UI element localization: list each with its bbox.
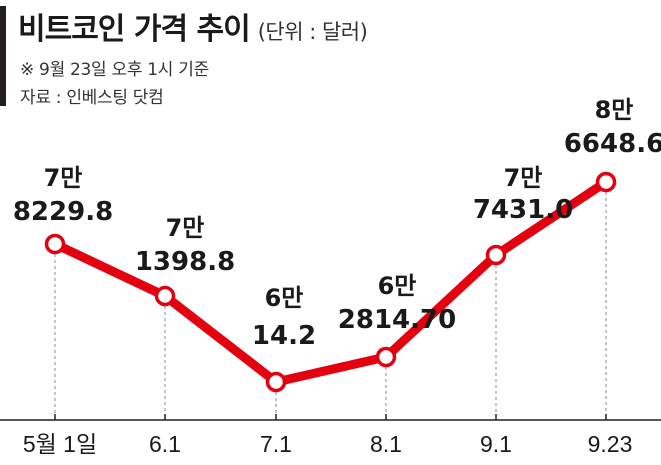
data-point-4: [375, 346, 397, 368]
data-label-unit-3: 6만: [265, 284, 304, 312]
chart-title: 비트코인 가격 추이: [18, 12, 251, 47]
data-label-unit-4: 6만: [378, 272, 417, 300]
time-note: ※ 9월 23일 오후 1시 기준: [20, 60, 209, 80]
data-label-unit-2: 7만: [166, 214, 205, 242]
source-label: 자료 : 인베스팅 닷컴: [20, 88, 164, 108]
x-tick-label-4: 8.1: [370, 431, 402, 457]
data-point-1: [44, 233, 66, 255]
data-label-value-6: 6648.6: [564, 129, 661, 159]
data-label-value-3: 14.2: [252, 321, 316, 351]
data-label-unit-5: 7만: [504, 164, 543, 192]
data-label-value-5: 7431.0: [473, 195, 573, 225]
x-tick-label-5: 9.1: [480, 431, 512, 457]
x-tick-label-6: 9.23: [588, 431, 633, 457]
data-point-5: [485, 244, 507, 266]
title-accent-bar: [0, 6, 6, 106]
series-line: [50, 177, 611, 387]
title-row: 비트코인 가격 추이 (단위 : 달러): [18, 4, 368, 48]
data-point-3: [265, 371, 287, 393]
data-label-value-1: 8229.8: [13, 197, 113, 227]
data-label-unit-6: 8만: [595, 96, 634, 124]
x-tick-label-1: 5월 1일: [23, 431, 97, 457]
unit-label: (단위 : 달러): [257, 20, 368, 44]
x-tick-label-2: 6.1: [149, 431, 181, 457]
data-label-value-4: 2814.70: [338, 305, 456, 335]
data-label-unit-1: 7만: [44, 164, 83, 192]
data-point-2: [154, 285, 176, 307]
data-label-value-2: 1398.8: [135, 247, 235, 277]
data-point-6: [595, 171, 617, 193]
x-tick-label-3: 7.1: [260, 431, 292, 457]
